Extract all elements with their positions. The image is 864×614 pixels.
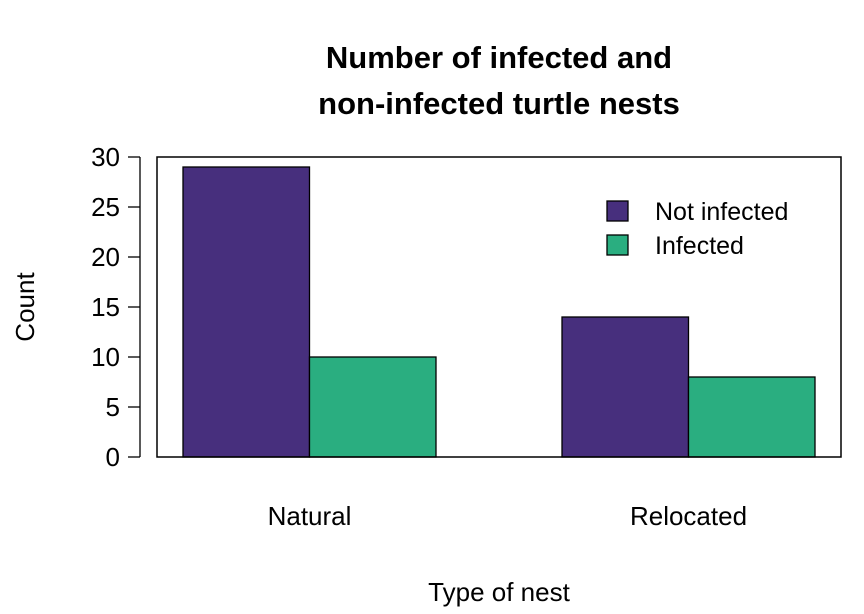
plot-frame — [156, 156, 842, 458]
legend: Not infected Infected — [606, 198, 788, 260]
y-tick-label: 20 — [91, 242, 120, 272]
x-axis-label: Type of nest — [428, 577, 570, 607]
y-tick-label: 25 — [91, 192, 120, 222]
legend-swatch — [606, 200, 629, 222]
y-tick-label: 10 — [91, 342, 120, 372]
bar-natural-infected — [308, 356, 437, 458]
legend-label: Infected — [655, 232, 744, 260]
y-tick-label: 30 — [91, 142, 120, 172]
y-tick-label: 5 — [106, 392, 120, 422]
chart-title-line-2: non-infected turtle nests — [318, 86, 680, 121]
legend-swatch — [606, 234, 629, 256]
bar-relocated-not-infected — [561, 316, 690, 458]
bar-natural-not-infected — [182, 166, 311, 458]
legend-label: Not infected — [655, 198, 788, 226]
y-axis-label: Count — [10, 272, 40, 342]
x-tick-label: Natural — [268, 501, 352, 531]
y-tick-label: 15 — [91, 292, 120, 322]
bar-relocated-infected — [687, 376, 816, 458]
chart-title-line-1: Number of infected and — [326, 40, 672, 75]
x-tick-label: Relocated — [630, 501, 747, 531]
y-tick-label: 0 — [106, 442, 120, 472]
